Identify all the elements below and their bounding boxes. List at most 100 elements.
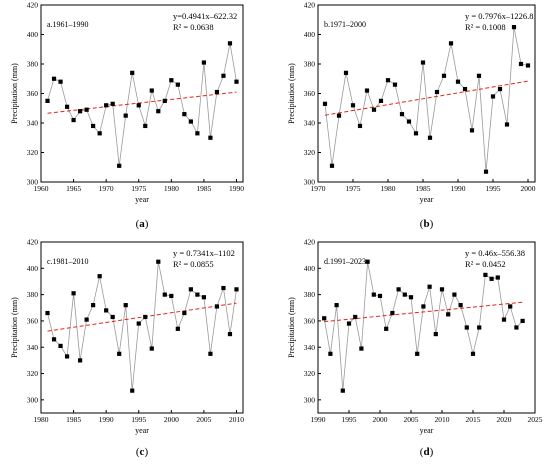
data-point [143, 314, 148, 320]
data-point [162, 98, 167, 103]
data-point [64, 104, 70, 109]
data-point [415, 351, 420, 356]
data-point [149, 88, 154, 93]
caption-part: ) [430, 218, 434, 230]
data-point [384, 326, 389, 331]
data-point [136, 103, 141, 108]
data-point [104, 308, 109, 313]
y-tick-label: 420 [304, 238, 316, 247]
data-point [350, 103, 356, 108]
data-point [525, 63, 531, 68]
y-tick-label: 300 [304, 395, 316, 404]
y-tick-label: 340 [27, 343, 39, 352]
data-point [91, 303, 96, 308]
data-point [234, 287, 239, 292]
data-point [408, 295, 414, 300]
x-tick-label: 1990 [229, 184, 244, 193]
data-point [175, 326, 180, 331]
data-point [483, 169, 489, 174]
y-tick-label: 320 [27, 369, 39, 378]
data-point [371, 107, 377, 112]
data-point [136, 321, 141, 326]
y-tick-label: 420 [304, 1, 316, 10]
y-tick-label: 360 [27, 89, 39, 98]
data-point [214, 89, 220, 95]
x-axis-title: year [420, 195, 434, 204]
data-point [221, 285, 226, 291]
data-point [201, 60, 207, 65]
data-point [396, 287, 401, 292]
data-point [343, 70, 349, 75]
r-squared: R² = 0.0855 [173, 259, 214, 269]
y-tick-label: 340 [304, 343, 316, 352]
data-point [328, 351, 333, 356]
data-point [45, 310, 50, 316]
y-tick-label: 360 [304, 89, 316, 98]
data-point [458, 303, 463, 308]
data-point [448, 41, 454, 46]
trend-equation: y = 0.7341x–1102 [173, 248, 235, 258]
data-point [455, 79, 461, 84]
data-point [45, 98, 50, 103]
chart-panel-3: 300 320 340 360 380 400 420 1980 1985 1990 1995 200… [10, 238, 244, 458]
data-point [489, 276, 494, 281]
x-tick-label: 1975 [131, 184, 146, 193]
data-point [208, 135, 213, 140]
x-tick-label: 2005 [404, 415, 419, 424]
data-point [511, 25, 517, 30]
data-point [477, 325, 482, 330]
x-axis-title: year [135, 426, 149, 435]
caption-part: ( [136, 446, 140, 458]
data-point [334, 303, 339, 308]
y-tick-label: 360 [27, 317, 39, 326]
data-point [110, 314, 115, 320]
data-point [357, 123, 363, 129]
caption-part: ) [430, 446, 434, 458]
x-tick-label: 1995 [486, 184, 501, 193]
data-point [117, 163, 122, 168]
data-point [130, 388, 135, 393]
series-line [324, 27, 529, 172]
data-point [188, 119, 193, 124]
data-point [84, 107, 89, 112]
y-tick-label: 380 [27, 290, 39, 299]
data-point [359, 346, 364, 351]
data-point [514, 325, 519, 330]
data-point [399, 112, 405, 117]
data-point [371, 292, 376, 297]
data-point [420, 60, 426, 65]
x-tick-label: 2015 [466, 415, 481, 424]
data-point [71, 117, 76, 123]
x-tick-label: 1985 [66, 415, 81, 424]
data-point [406, 119, 412, 124]
caption-part: ( [420, 446, 424, 458]
caption-part: b [423, 218, 429, 230]
data-point [385, 78, 391, 83]
chart-panel-2: 300 320 340 360 380 400 420 1970 1975 1980 1985 199… [287, 1, 536, 230]
data-point [123, 113, 128, 118]
caption-part: ( [420, 218, 424, 230]
r-squared: R² = 0.0638 [173, 22, 214, 32]
y-tick-label: 400 [27, 264, 39, 273]
data-point [390, 310, 395, 316]
y-tick-label: 380 [304, 60, 316, 69]
x-tick-label: 1990 [311, 415, 326, 424]
data-point [441, 73, 447, 78]
x-tick-label: 1980 [381, 184, 396, 193]
panel-title: b.1971–2000 [324, 20, 366, 29]
x-tick-label: 2005 [196, 415, 211, 424]
data-point [175, 82, 180, 87]
x-tick-label: 2000 [521, 184, 536, 193]
panel-caption: (b) [420, 218, 434, 230]
x-tick-label: 1965 [66, 184, 81, 193]
panel-title: a.1961–1990 [47, 20, 89, 29]
data-point [439, 287, 445, 292]
data-point [130, 70, 135, 75]
series-line [47, 261, 237, 391]
x-tick-label: 1980 [164, 184, 179, 193]
data-point [156, 109, 161, 114]
data-point [508, 304, 513, 309]
data-point [322, 316, 327, 321]
panel-caption: (c) [136, 446, 149, 458]
